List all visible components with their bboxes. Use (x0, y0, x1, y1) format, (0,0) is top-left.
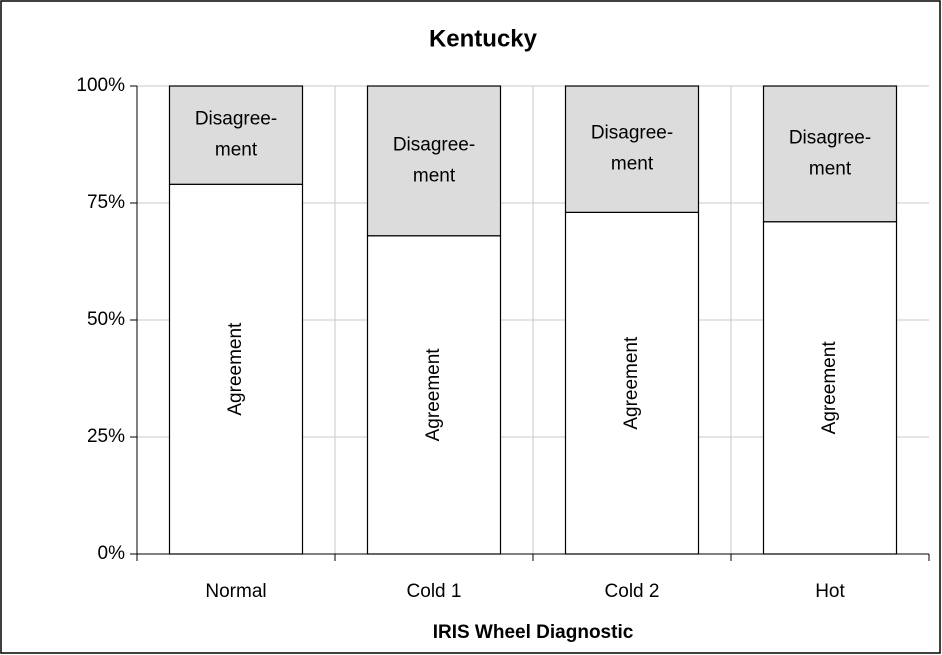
bar-segment (762, 221, 898, 555)
bar-label: Disagree-ment (591, 123, 673, 175)
bar-label: Agreement (819, 341, 840, 435)
bar-label: Disagree-ment (393, 134, 475, 186)
bar-label: Disagree-ment (789, 127, 871, 179)
bar-segment (366, 85, 502, 237)
bar-segment (168, 85, 304, 185)
bar-label: Agreement (423, 348, 444, 442)
x-tick-label: Normal (205, 581, 266, 602)
y-tick-label: 0% (98, 543, 126, 564)
bar-segment (564, 211, 700, 555)
bar-label: Disagree-ment (195, 109, 277, 161)
x-tick-label: Hot (815, 581, 845, 602)
x-tick-label: Cold 2 (605, 581, 660, 602)
x-axis-title: IRIS Wheel Diagnostic (433, 622, 634, 643)
bar-segment (168, 183, 304, 555)
y-tick-label: 75% (87, 192, 125, 213)
y-tick-label: 25% (87, 426, 125, 447)
x-tick-label: Cold 1 (407, 581, 462, 602)
bar-segment (564, 85, 700, 213)
bar-label: Agreement (621, 336, 642, 430)
y-tick-label: 50% (87, 309, 125, 330)
bar-label: Agreement (225, 322, 246, 416)
y-tick-label: 100% (76, 75, 125, 96)
bar-segment (762, 85, 898, 223)
bar-segment (366, 235, 502, 555)
chart-title: Kentucky (429, 25, 538, 52)
